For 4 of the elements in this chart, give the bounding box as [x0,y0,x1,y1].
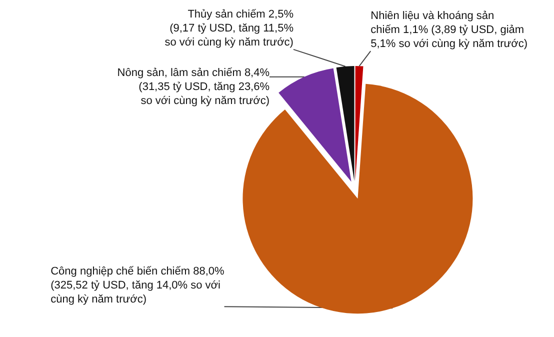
slice-label: Nông sản, lâm sản chiếm 8,4% (31,35 tỷ USD, tăng 23,6% so với cùng kỳ năm trước) [117,67,270,108]
slice-label: Công nghiệp chế biến chiếm 88,0% (325,52 tỷ USD, tăng 14,0% so với cùng kỳ năm trước) [50,266,224,306]
slice-label: Nhiên liệu và khoáng sản chiếm 1,1% (3,89 tỷ USD, giảm 5,1% so với cùng kỳ năm trước) [370,10,528,50]
slice-label: Thủy sản chiếm 2,5% (9,17 tỷ USD, tăng 11,5% so với cùng kỳ năm trước) [164,8,294,48]
